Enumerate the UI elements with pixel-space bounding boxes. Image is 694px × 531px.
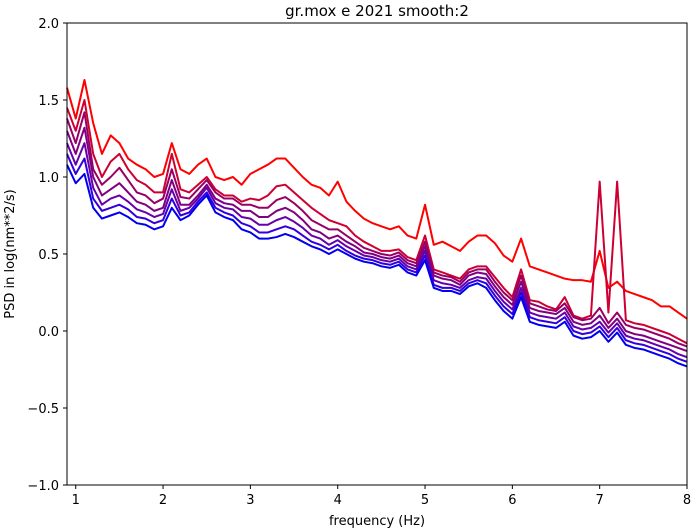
series-line-7 — [66, 164, 688, 368]
y-tick-label: 2.0 — [38, 17, 59, 32]
y-tick-label: 0.5 — [38, 248, 59, 263]
y-tick-label: 0.0 — [38, 325, 59, 340]
y-tick-label: 1.5 — [38, 94, 59, 109]
y-axis-label: PSD in log(nm**2/s) — [3, 189, 18, 319]
x-tick-label: 4 — [334, 493, 342, 508]
x-tick-label: 7 — [596, 493, 604, 508]
series-line-4 — [66, 126, 688, 352]
series-line-6 — [66, 153, 688, 363]
x-axis-label: frequency (Hz) — [329, 514, 425, 529]
x-tick-label: 6 — [508, 493, 516, 508]
y-tick-label: −1.0 — [27, 479, 59, 494]
chart-title: gr.mox e 2021 smooth:2 — [285, 2, 469, 20]
x-axis: 1 2 3 4 5 6 7 8 — [72, 485, 691, 508]
series-line-5 — [66, 142, 688, 359]
x-tick-label: 2 — [159, 493, 167, 508]
series-layer — [66, 78, 688, 368]
y-axis: −1.0 −0.5 0.0 0.5 1.0 1.5 2.0 — [27, 17, 67, 494]
series-line-2 — [66, 99, 688, 345]
x-tick-label: 8 — [683, 493, 691, 508]
y-tick-label: 1.0 — [38, 171, 59, 186]
series-line-1 — [66, 78, 688, 320]
series-line-3 — [66, 111, 688, 348]
x-tick-label: 3 — [246, 493, 254, 508]
x-tick-label: 5 — [421, 493, 429, 508]
x-tick-label: 1 — [72, 493, 80, 508]
y-tick-label: −0.5 — [27, 402, 59, 417]
